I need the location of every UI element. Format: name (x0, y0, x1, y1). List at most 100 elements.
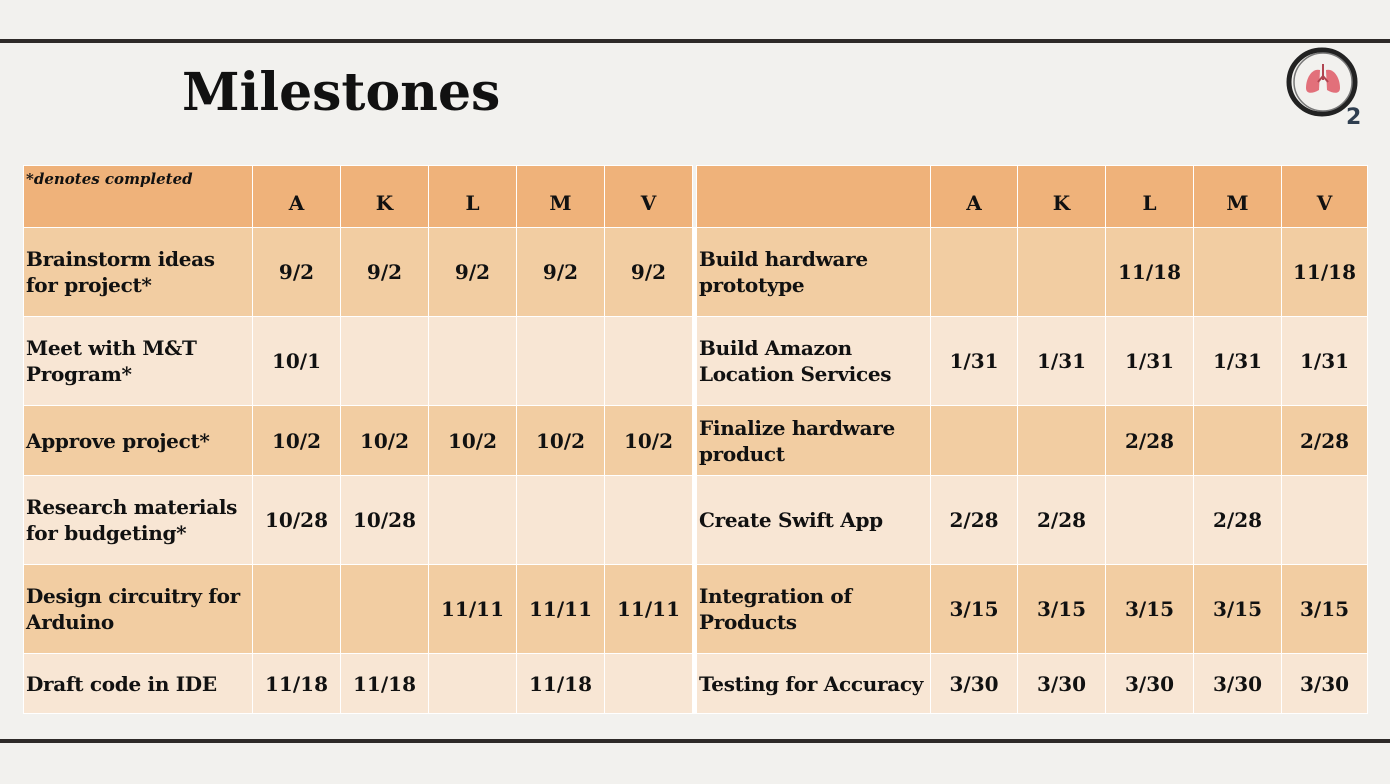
date-cell: 9/2 (340, 227, 429, 317)
date-cell: 11/18 (340, 653, 429, 714)
column-header: V (1281, 165, 1368, 228)
date-cell: 11/11 (604, 564, 693, 654)
date-cell: 10/28 (252, 475, 341, 565)
table-row: Create Swift App 2/28 2/28 2/28 (696, 475, 1368, 565)
date-cell: 9/2 (604, 227, 693, 317)
date-cell: 10/2 (340, 405, 429, 476)
date-cell: 2/28 (930, 475, 1018, 565)
task-name-cell: Testing for Accuracy (696, 653, 931, 714)
date-cell: 3/15 (930, 564, 1018, 654)
date-cell: 3/15 (1105, 564, 1194, 654)
table-row: Finalize hardware product 2/28 2/28 (696, 405, 1368, 476)
top-rule (0, 39, 1390, 43)
date-cell: 3/30 (1017, 653, 1106, 714)
date-cell (1105, 475, 1194, 565)
column-header: K (1017, 165, 1106, 228)
date-cell: 3/30 (1193, 653, 1282, 714)
date-cell (1193, 227, 1282, 317)
table-divider (692, 227, 696, 714)
table-row: Brainstorm ideas for project* 9/2 9/2 9/2 9/… (23, 227, 693, 317)
task-name-cell: Approve project* (23, 405, 253, 476)
date-cell: 3/15 (1017, 564, 1106, 654)
date-cell: 3/30 (1105, 653, 1194, 714)
task-name-cell: Integration of Products (696, 564, 931, 654)
logo-subscript: 2 (1346, 105, 1361, 128)
column-header: L (1105, 165, 1194, 228)
date-cell: 10/2 (428, 405, 517, 476)
column-header: A (930, 165, 1018, 228)
date-cell (1017, 227, 1106, 317)
task-name-cell: Design circuitry for Arduino (23, 564, 253, 654)
date-cell (340, 564, 429, 654)
table-row: Build hardware prototype 11/18 11/18 (696, 227, 1368, 317)
date-cell: 9/2 (428, 227, 517, 317)
date-cell: 10/2 (252, 405, 341, 476)
task-name-cell: Create Swift App (696, 475, 931, 565)
date-cell: 2/28 (1193, 475, 1282, 565)
date-cell (604, 475, 693, 565)
date-cell: 9/2 (252, 227, 341, 317)
date-cell (252, 564, 341, 654)
column-header: L (428, 165, 517, 228)
date-cell: 11/11 (516, 564, 605, 654)
milestones-table-right: A K L M V Build hardware prototype 11/18 1… (696, 165, 1368, 714)
header-blank-cell (696, 165, 931, 228)
date-cell: 10/1 (252, 316, 341, 406)
date-cell: 1/31 (1193, 316, 1282, 406)
header-row: A K L M V (696, 165, 1368, 228)
date-cell (516, 475, 605, 565)
date-cell: 1/31 (1017, 316, 1106, 406)
date-cell: 9/2 (516, 227, 605, 317)
date-cell: 2/28 (1017, 475, 1106, 565)
date-cell: 11/18 (1105, 227, 1194, 317)
date-cell: 3/15 (1281, 564, 1368, 654)
page-title: Milestones (182, 62, 501, 123)
date-cell: 1/31 (930, 316, 1018, 406)
task-name-cell: Finalize hardware product (696, 405, 931, 476)
date-cell: 11/11 (428, 564, 517, 654)
date-cell (340, 316, 429, 406)
table-row: Approve project* 10/2 10/2 10/2 10/2 10/2 (23, 405, 693, 476)
date-cell: 10/2 (604, 405, 693, 476)
table-row: Integration of Products 3/15 3/15 3/15 3/15 3… (696, 564, 1368, 654)
date-cell: 10/28 (340, 475, 429, 565)
lungs-o2-icon: 2 (1286, 47, 1361, 130)
bottom-rule (0, 739, 1390, 743)
column-header: K (340, 165, 429, 228)
milestones-tables: *denotes completed A K L M V Brainstorm … (23, 165, 1368, 714)
completion-note: *denotes completed (23, 165, 253, 228)
date-cell (428, 475, 517, 565)
date-cell: 11/18 (252, 653, 341, 714)
date-cell: 3/15 (1193, 564, 1282, 654)
task-name-cell: Build Amazon Location Services (696, 316, 931, 406)
table-row: Build Amazon Location Services 1/31 1/31 1/… (696, 316, 1368, 406)
o2-logo: 2 (1286, 46, 1362, 130)
table-row: Testing for Accuracy 3/30 3/30 3/30 3/30 3/30 (696, 653, 1368, 714)
column-header: M (1193, 165, 1282, 228)
column-header: V (604, 165, 693, 228)
column-header: A (252, 165, 341, 228)
date-cell: 2/28 (1105, 405, 1194, 476)
table-row: Meet with M&T Program* 10/1 (23, 316, 693, 406)
date-cell: 3/30 (930, 653, 1018, 714)
date-cell: 3/30 (1281, 653, 1368, 714)
date-cell (930, 405, 1018, 476)
date-cell (428, 653, 517, 714)
task-name-cell: Meet with M&T Program* (23, 316, 253, 406)
date-cell (1017, 405, 1106, 476)
date-cell (1281, 475, 1368, 565)
date-cell (516, 316, 605, 406)
table-row: Draft code in IDE 11/18 11/18 11/18 (23, 653, 693, 714)
date-cell: 2/28 (1281, 405, 1368, 476)
date-cell (930, 227, 1018, 317)
task-name-cell: Brainstorm ideas for project* (23, 227, 253, 317)
task-name-cell: Draft code in IDE (23, 653, 253, 714)
table-row: Research materials for budgeting* 10/28 10… (23, 475, 693, 565)
date-cell: 11/18 (1281, 227, 1368, 317)
date-cell: 10/2 (516, 405, 605, 476)
header-row: *denotes completed A K L M V (23, 165, 693, 228)
date-cell: 11/18 (516, 653, 605, 714)
date-cell (1193, 405, 1282, 476)
date-cell (604, 316, 693, 406)
milestones-table-left: *denotes completed A K L M V Brainstorm … (23, 165, 693, 714)
